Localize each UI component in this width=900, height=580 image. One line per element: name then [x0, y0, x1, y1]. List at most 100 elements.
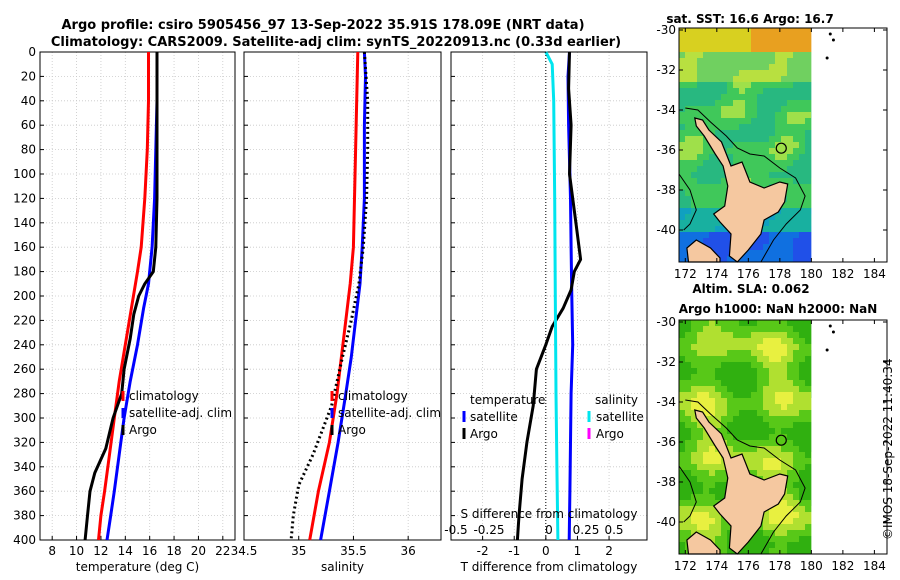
map-cell: [799, 238, 805, 244]
salinity-tick-label: 0: [545, 523, 553, 537]
map-cell: [781, 326, 787, 332]
map-cell: [763, 320, 769, 326]
map-cell: [691, 142, 697, 148]
map-cell: [721, 136, 727, 142]
map-cell: [739, 362, 745, 368]
map-cell: [703, 332, 709, 338]
map-cell: [721, 380, 727, 386]
map-cell: [733, 94, 739, 100]
map-cell: [697, 46, 703, 52]
map-cell: [721, 326, 727, 332]
map-cell: [769, 446, 775, 452]
map-cell: [697, 500, 703, 506]
map-cell: [721, 82, 727, 88]
map-cell: [721, 392, 727, 398]
sla-map-title-line-2: Argo h1000: NaN h2000: NaN: [679, 302, 878, 316]
map-cell: [685, 374, 691, 380]
map-cell: [757, 542, 763, 548]
map-cell: [679, 118, 685, 124]
map-cell: [793, 422, 799, 428]
x-tick-label: 36: [401, 544, 416, 558]
map-cell: [799, 470, 805, 476]
map-cell: [787, 40, 793, 46]
map-cell: [715, 124, 721, 130]
map-cell: [769, 70, 775, 76]
map-cell: [793, 500, 799, 506]
map-cell: [781, 106, 787, 112]
map-cell: [781, 70, 787, 76]
salinity-tick-label: -0.25: [473, 523, 504, 537]
map-cell: [787, 392, 793, 398]
map-cell: [721, 106, 727, 112]
map-cell: [775, 118, 781, 124]
map-cell: [793, 46, 799, 52]
map-cell: [685, 434, 691, 440]
map-cell: [805, 178, 811, 184]
map-cell: [715, 368, 721, 374]
lon-tick-label: 176: [737, 267, 760, 281]
map-cell: [679, 386, 685, 392]
map-cell: [769, 256, 775, 262]
lat-tick-label: -38: [656, 475, 676, 489]
x-tick-label: 18: [166, 544, 181, 558]
map-cell: [739, 88, 745, 94]
map-cell: [685, 410, 691, 416]
map-cell: [787, 106, 793, 112]
map-cell: [781, 94, 787, 100]
map-cell: [757, 332, 763, 338]
map-cell: [763, 518, 769, 524]
map-cell: [727, 70, 733, 76]
map-cell: [787, 208, 793, 214]
map-cell: [805, 214, 811, 220]
map-cell: [697, 202, 703, 208]
map-cell: [805, 518, 811, 524]
map-cell: [691, 46, 697, 52]
map-cell: [793, 76, 799, 82]
map-cell: [781, 100, 787, 106]
map-cell: [709, 524, 715, 530]
map-cell: [805, 500, 811, 506]
map-cell: [787, 148, 793, 154]
map-cell: [679, 46, 685, 52]
map-cell: [793, 350, 799, 356]
map-cell: [685, 392, 691, 398]
map-cell: [703, 386, 709, 392]
map-cell: [811, 476, 812, 482]
map-cell: [757, 380, 763, 386]
map-cell: [787, 70, 793, 76]
map-cell: [751, 88, 757, 94]
map-cell: [703, 178, 709, 184]
map-cell: [805, 386, 811, 392]
legend-label: satellite-adj. clim: [129, 406, 232, 420]
map-cell: [769, 428, 775, 434]
map-cell: [691, 154, 697, 160]
map-cell: [787, 154, 793, 160]
map-cell: [805, 434, 811, 440]
map-cell: [733, 112, 739, 118]
map-cell: [703, 506, 709, 512]
map-cell: [781, 500, 787, 506]
map-cell: [715, 244, 721, 250]
y-tick-label: 380: [13, 509, 36, 523]
map-cell: [691, 344, 697, 350]
map-cell: [781, 142, 787, 148]
map-cell: [757, 416, 763, 422]
map-cell: [691, 392, 697, 398]
series-line-s-satellite: [544, 51, 560, 541]
map-cell: [697, 434, 703, 440]
map-cell: [697, 464, 703, 470]
map-cell: [697, 362, 703, 368]
map-cell: [775, 154, 781, 160]
map-cell: [679, 172, 685, 178]
map-cell: [781, 470, 787, 476]
map-cell: [811, 500, 812, 506]
island-marker: [828, 324, 832, 328]
map-cell: [685, 488, 691, 494]
map-cell: [805, 380, 811, 386]
map-cell: [703, 518, 709, 524]
map-cell: [715, 530, 721, 536]
map-cell: [775, 178, 781, 184]
map-cell: [811, 404, 812, 410]
map-cell: [745, 250, 751, 256]
map-cell: [703, 166, 709, 172]
